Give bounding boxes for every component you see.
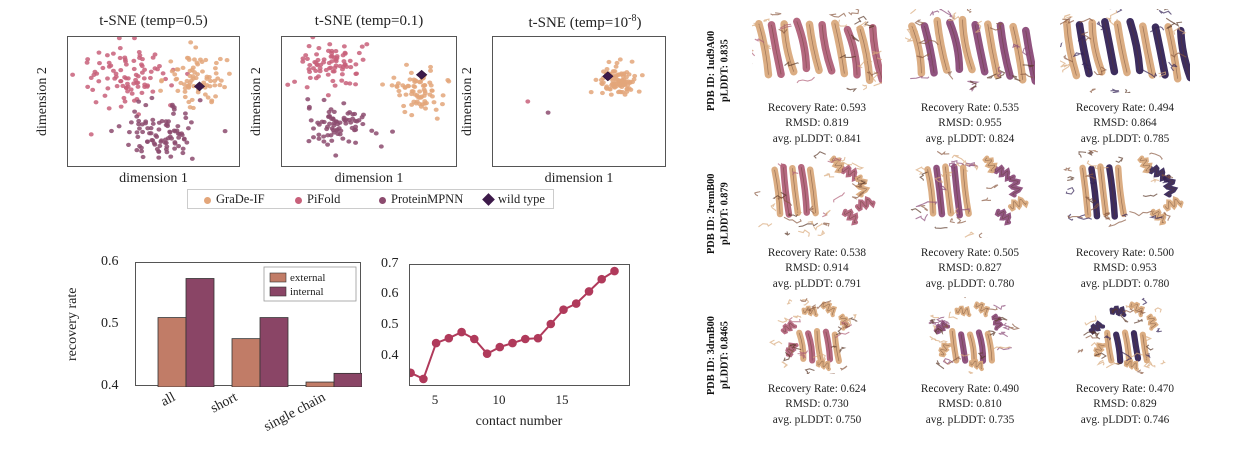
svg-text:external: external bbox=[290, 272, 325, 284]
svg-text:internal: internal bbox=[290, 286, 324, 298]
